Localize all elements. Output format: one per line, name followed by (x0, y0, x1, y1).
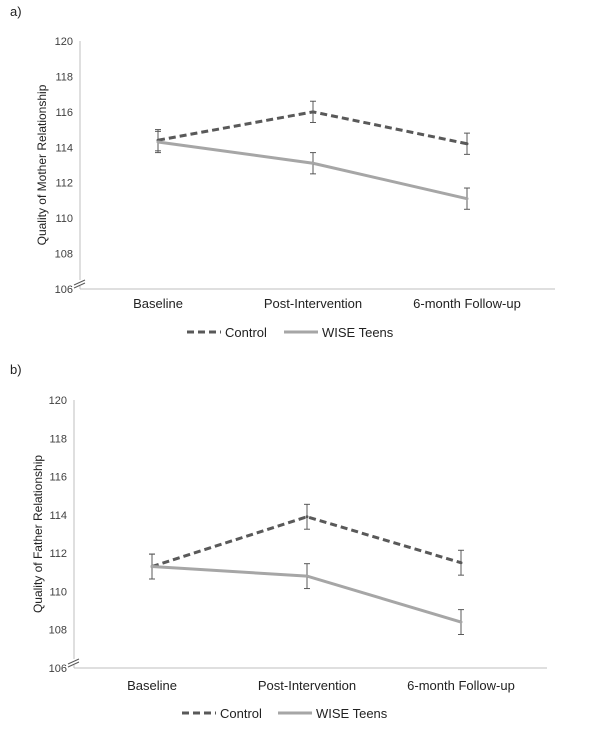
legend-control-label: Control (220, 706, 262, 721)
axis-break-gap (68, 659, 80, 665)
control-series-line (151, 515, 462, 568)
axis-break-mark (73, 282, 86, 289)
x-tick-label: Post-Intervention (258, 678, 356, 693)
y-tick-label: 110 (49, 586, 67, 598)
axis-break-gap (74, 280, 86, 286)
wise-teens-data-point (459, 620, 463, 624)
y-tick-label: 116 (49, 472, 67, 484)
control-data-point (311, 110, 315, 114)
mother-relationship-chart: 106 108 110 112 114 116 118 120 Quality of Mothe… (35, 36, 555, 340)
y-tick-label: 114 (49, 510, 67, 522)
control-data-point (305, 515, 309, 519)
x-tick-label: 6-month Follow-up (407, 678, 515, 693)
x-tick-label: Post-Intervention (264, 296, 362, 311)
control-data-point (465, 142, 469, 146)
y-tick-label: 108 (49, 625, 67, 637)
x-tick-label: 6-month Follow-up (413, 296, 521, 311)
legend-control-label: Control (225, 325, 267, 340)
y-tick-label: 106 (49, 663, 67, 675)
y-tick-label: 114 (55, 142, 73, 154)
y-tick-label: 112 (55, 178, 73, 190)
y-axis-label: Quality of Father Relationship (31, 455, 45, 613)
father-relationship-chart: 106 108 110 112 114 116 118 120 Quality of Fathe… (31, 395, 547, 721)
y-tick-label: 118 (55, 71, 73, 83)
wise-teens-data-point (311, 161, 315, 165)
axis-break-mark (67, 661, 80, 668)
y-tick-label: 112 (49, 548, 67, 560)
panel-a-label: a) (10, 4, 22, 19)
y-tick-label: 106 (55, 284, 73, 296)
y-axis-label: Quality of Mother Relationship (35, 84, 49, 245)
wise-teens-data-point (305, 574, 309, 578)
legend-wise-teens-label: WISE Teens (316, 706, 388, 721)
panel-b-label: b) (10, 362, 22, 377)
y-tick-label: 118 (49, 433, 67, 445)
control-data-point (459, 561, 463, 565)
axis-break-mark (67, 658, 80, 665)
axis-break-mark (73, 279, 86, 286)
x-tick-label: Baseline (127, 678, 177, 693)
wise-teens-data-point (156, 140, 160, 144)
y-tick-label: 116 (55, 107, 73, 119)
y-tick-label: 110 (55, 213, 73, 225)
y-tick-label: 108 (55, 249, 73, 261)
wise-teens-data-point (150, 565, 154, 569)
y-tick-label: 120 (55, 36, 73, 48)
x-tick-label: Baseline (133, 296, 183, 311)
y-tick-label: 120 (49, 395, 67, 407)
legend-wise-teens-label: WISE Teens (322, 325, 394, 340)
wise-teens-data-point (465, 197, 469, 201)
